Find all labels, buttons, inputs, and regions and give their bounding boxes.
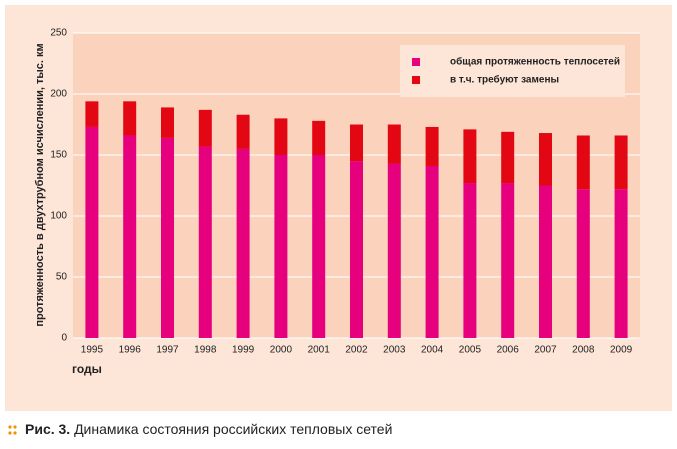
legend-label: в т.ч. требуют замены bbox=[450, 74, 559, 86]
bar-segment bbox=[501, 131, 515, 184]
x-tick-label: 1996 bbox=[119, 345, 142, 356]
bar-segment bbox=[274, 155, 288, 338]
bar-segment bbox=[425, 165, 439, 338]
bullet-dot bbox=[8, 431, 12, 435]
legend-swatch bbox=[412, 58, 420, 66]
x-tick-label: 1997 bbox=[156, 345, 179, 356]
caption-text: Динамика состояния российских тепловых с… bbox=[74, 421, 392, 437]
bar-segment bbox=[312, 155, 326, 338]
bar-segment bbox=[350, 124, 363, 162]
x-axis-title: годы bbox=[72, 362, 102, 376]
bullet-dot bbox=[8, 425, 12, 429]
bar-segment bbox=[198, 146, 212, 338]
bar-segment bbox=[387, 124, 401, 164]
legend-swatch bbox=[412, 76, 420, 84]
bar-segment bbox=[85, 101, 99, 127]
x-tick-label: 2007 bbox=[534, 345, 557, 356]
bar-segment bbox=[274, 118, 288, 155]
bar-segment bbox=[576, 135, 590, 190]
y-tick-label: 250 bbox=[50, 28, 67, 39]
bar-segment bbox=[387, 163, 401, 338]
x-tick-label: 2001 bbox=[308, 345, 331, 356]
x-tick-label: 2003 bbox=[383, 345, 406, 356]
bar-segment bbox=[425, 126, 439, 166]
bar-segment bbox=[161, 137, 174, 338]
y-axis-title: протяженность в двухтрубном исчислении, … bbox=[34, 43, 46, 326]
bar-segment bbox=[614, 189, 628, 338]
bar-segment bbox=[123, 101, 137, 136]
bar-segment bbox=[463, 183, 477, 338]
legend-box bbox=[400, 45, 625, 97]
y-tick-label: 50 bbox=[56, 272, 68, 283]
bullet-dot bbox=[13, 425, 17, 429]
bar-segment bbox=[85, 126, 99, 338]
bar-segment bbox=[501, 183, 515, 338]
bullet-dot bbox=[13, 431, 17, 435]
bar-segment bbox=[614, 135, 628, 190]
bar-segment bbox=[350, 161, 363, 338]
bar-segment bbox=[312, 120, 326, 155]
bar-segment bbox=[123, 135, 137, 338]
x-tick-label: 1999 bbox=[232, 345, 255, 356]
y-tick-label: 200 bbox=[50, 89, 67, 100]
x-tick-label: 2000 bbox=[270, 345, 293, 356]
bar-segment bbox=[463, 129, 477, 184]
bar-segment bbox=[236, 114, 250, 149]
x-tick-label: 2009 bbox=[610, 345, 633, 356]
caption-label: Рис. 3. bbox=[25, 421, 70, 437]
x-tick-label: 2002 bbox=[345, 345, 368, 356]
y-tick-label: 150 bbox=[50, 150, 67, 161]
x-tick-label: 1995 bbox=[81, 345, 104, 356]
caption: Рис. 3. Динамика состояния российских те… bbox=[25, 421, 392, 437]
bar-segment bbox=[161, 107, 174, 138]
bar-segment bbox=[236, 148, 250, 338]
bar-segment bbox=[539, 133, 552, 186]
x-tick-label: 2008 bbox=[572, 345, 595, 356]
bar-segment bbox=[539, 185, 552, 338]
legend-label: общая протяженность теплосетей bbox=[450, 56, 620, 68]
x-tick-label: 2006 bbox=[497, 345, 520, 356]
y-tick-label: 0 bbox=[61, 333, 67, 344]
x-tick-label: 1998 bbox=[194, 345, 217, 356]
bar-segment bbox=[198, 109, 212, 147]
y-tick-label: 100 bbox=[50, 211, 67, 222]
bar-segment bbox=[576, 189, 590, 338]
x-tick-label: 2005 bbox=[459, 345, 482, 356]
x-tick-label: 2004 bbox=[421, 345, 444, 356]
